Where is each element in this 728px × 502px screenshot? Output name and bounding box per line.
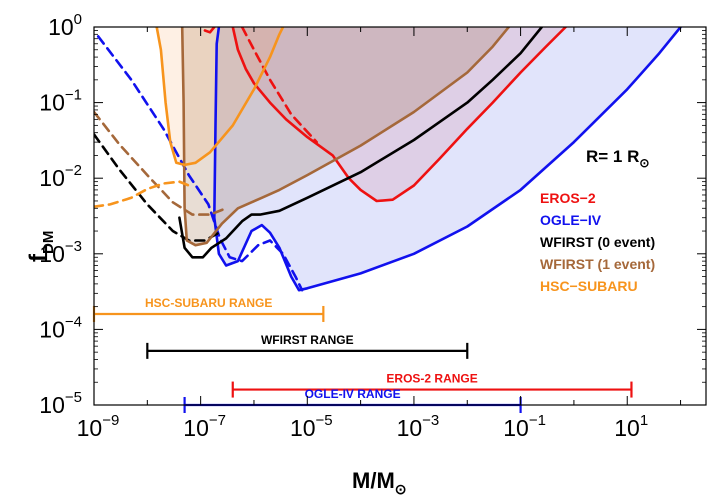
constraint-curves [94,27,682,292]
annotation: R= 1 R⊙ [586,147,649,170]
range-label: OGLE-IV RANGE [305,387,401,401]
tick-label: 100 [48,11,82,40]
tick-label: 101 [614,412,648,441]
fill-eros-2 [232,27,566,201]
range-label: HSC-SUBARU RANGE [145,296,272,310]
axis-ticks: 10−9 10−7 10−5 10−3 10−1 101 10−5 10−4 10−3 10−2 1… [39,11,706,441]
exclusion-regions [156,27,681,291]
range-eros-2-range: EROS-2 RANGE [231,372,633,398]
legend-item-hsc-subaru: HSC−SUBARU [540,278,638,294]
legend: EROS−2 OGLE−IV WFIRST (0 event) WFIRST (1 e… [540,190,655,294]
legend-item-wfirst-1-event: WFIRST (1 event) [540,256,655,272]
y-axis-title: fDM [25,231,57,262]
range-label: WFIRST RANGE [261,333,354,347]
curve-wfirst-1-event-dashed [94,110,228,216]
curve-hsc-subaru-dashed [94,180,191,208]
tick-label: 10−5 [290,412,333,441]
tick-label: 10−3 [397,412,440,441]
range-hsc-subaru-range: HSC-SUBARU RANGE [92,296,325,322]
fill-hsc-subaru [156,27,283,165]
plot-frame [93,26,707,406]
tick-label: 10−3 [39,238,82,267]
range-wfirst-range: WFIRST RANGE [146,333,469,359]
curve-wfirst-0-event-dashed [94,133,224,242]
curve-ogle-iv-dashed [96,35,304,292]
tick-label: 10−5 [39,389,82,418]
mass-range-bars: HSC-SUBARU RANGE WFIRST RANGE EROS-2 RANGE… [92,296,633,413]
x-axis-title: M/M⊙ [352,468,407,497]
tick-label: 10−4 [39,313,82,342]
legend-item-wfirst-0-event: WFIRST (0 event) [540,234,655,250]
legend-item-eros-2: EROS−2 [540,190,596,206]
tick-label: 10−1 [39,87,82,116]
curve-eros-2-solid [203,27,216,34]
curve-hsc-subaru-solid [155,27,285,167]
tick-label: 10−2 [39,162,82,191]
curve-ogle-iv-solid [213,27,682,292]
range-label: EROS-2 RANGE [386,372,477,386]
fill-wfirst-1-event [182,27,509,246]
fill-ogle-iv [214,27,681,291]
curve-wfirst-1-event-solid [180,27,511,247]
legend-item-ogle-iv: OGLE−IV [540,212,602,228]
tick-label: 10−1 [503,412,546,441]
curve-eros-2-solid2 [231,27,567,203]
curve-eros-2-dashed [240,27,318,144]
tick-label: 10−9 [77,412,120,441]
range-ogle-iv-range: OGLE-IV RANGE [183,387,522,413]
curve-wfirst-0-event-solid [178,27,544,259]
tick-label: 10−7 [183,412,226,441]
